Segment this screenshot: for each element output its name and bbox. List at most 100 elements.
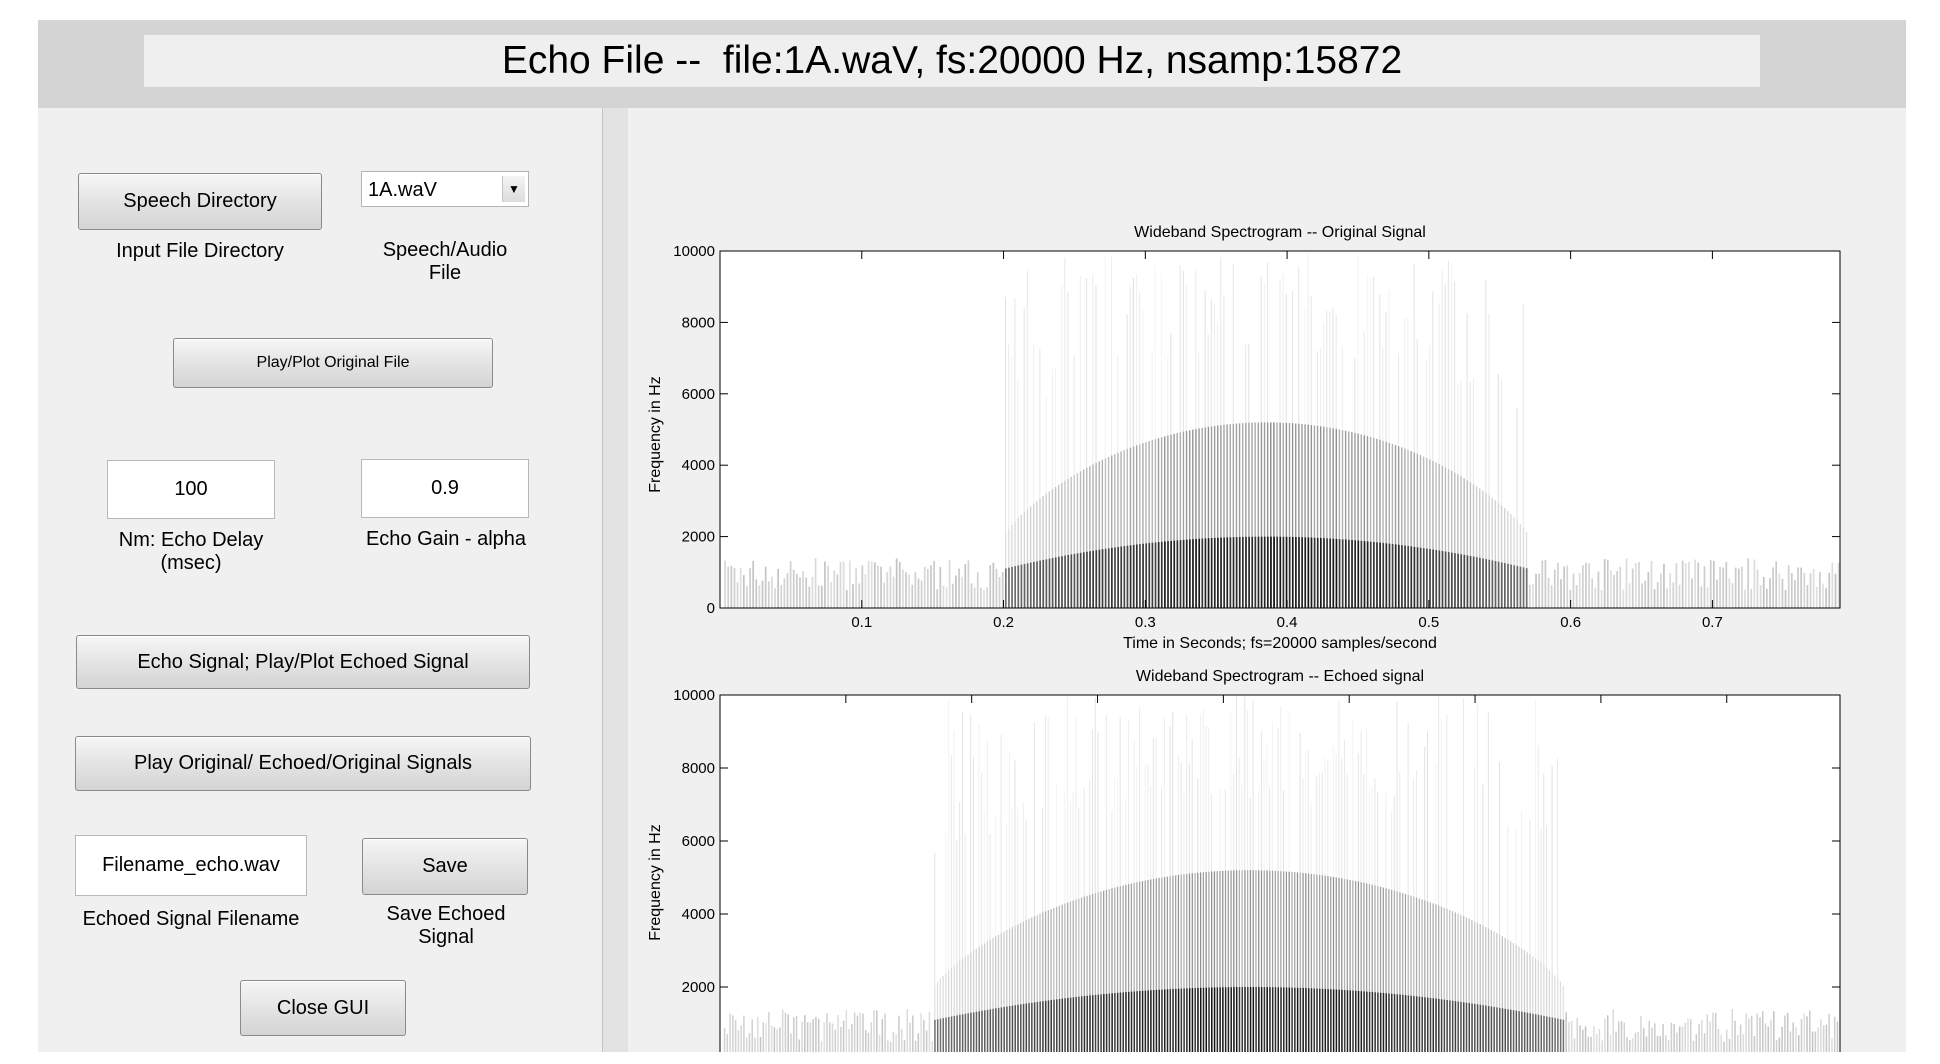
spectrogram-column — [1316, 537, 1319, 608]
spectrogram-column — [1011, 927, 1013, 1006]
echoed-filename-input[interactable] — [75, 835, 307, 896]
spectrogram-column — [1335, 314, 1337, 429]
spectrogram-column — [1319, 874, 1321, 989]
spectrogram-column — [1482, 925, 1484, 1006]
spectrogram-column — [1731, 1009, 1734, 1052]
spectrogram-column — [786, 573, 789, 608]
spectrogram-column — [748, 1033, 751, 1052]
spectrogram-column — [1522, 304, 1524, 528]
spectrogram-column — [726, 1034, 729, 1052]
spectrogram-column — [923, 566, 926, 608]
spectrogram-column — [1388, 889, 1390, 994]
spectrogram-column — [1767, 1026, 1770, 1052]
spectrogram-column — [1424, 900, 1426, 998]
spectrogram-column — [1204, 427, 1206, 539]
spectrogram-column — [1307, 253, 1309, 425]
spectrogram-column — [1472, 556, 1475, 608]
spectrogram-column — [1519, 566, 1522, 608]
spectrogram-column — [1332, 989, 1335, 1052]
spectrogram-column — [1139, 990, 1141, 1052]
spectrogram-column — [1216, 987, 1219, 1052]
spectrogram-column — [776, 1029, 778, 1052]
spectrogram-column — [1210, 299, 1212, 427]
spectrogram-column — [1227, 870, 1229, 988]
spectrogram-column — [1069, 901, 1072, 998]
chevron-down-icon[interactable]: ▼ — [502, 176, 525, 202]
spectrogram-column — [1101, 459, 1104, 550]
spectrogram-column — [1033, 916, 1036, 1003]
spectrogram-column — [934, 986, 936, 1020]
spectrogram-column — [1086, 467, 1088, 552]
spectrogram-column — [1288, 536, 1291, 608]
spectrogram-column — [1136, 991, 1138, 1052]
spectrogram-column — [1139, 444, 1141, 545]
spectrogram-column — [992, 938, 994, 1009]
spectrogram-column — [953, 965, 955, 1016]
spectrogram-column — [1204, 538, 1207, 608]
spectrogram-column — [1123, 546, 1126, 608]
spectrogram-column — [1510, 1009, 1512, 1052]
y-tick-label: 8000 — [682, 760, 715, 777]
spectrogram-column — [1053, 907, 1055, 1000]
spectrogram-column — [984, 943, 986, 1011]
spectrogram-column — [1161, 877, 1163, 990]
spectrogram-column — [1429, 997, 1432, 1052]
echo-gain-input[interactable] — [361, 459, 529, 518]
spectrogram-column — [1254, 536, 1257, 608]
spectrogram-column — [972, 950, 975, 1013]
spectrogram-column — [1169, 989, 1172, 1052]
play-plot-original-button[interactable]: Play/Plot Original File — [173, 338, 493, 388]
spectrogram-column — [1575, 585, 1578, 608]
spectrogram-column — [1603, 559, 1606, 608]
spectrogram-column — [1745, 1013, 1747, 1052]
speech-directory-button[interactable]: Speech Directory — [78, 173, 322, 230]
spectrogram-column — [727, 566, 730, 608]
spectrogram-column — [1568, 1021, 1570, 1052]
spectrogram-column — [851, 1024, 853, 1052]
save-button[interactable]: Save — [362, 838, 528, 895]
spectrogram-column — [1232, 264, 1234, 424]
spectrogram-column — [1421, 996, 1423, 1052]
speech-file-select[interactable]: 1A.waV ▼ — [361, 171, 529, 207]
spectrogram-column — [1242, 423, 1244, 537]
spectrogram-column — [1388, 543, 1391, 608]
spectrogram-column — [1073, 553, 1076, 608]
spectrogram-column — [1213, 303, 1216, 426]
spectrogram-column — [967, 560, 970, 608]
spectrogram-column — [1415, 996, 1418, 1052]
spectrogram-column — [1363, 330, 1365, 436]
spectrogram-column — [1544, 560, 1547, 608]
spectrogram-column — [870, 561, 873, 608]
play-signals-button[interactable]: Play Original/ Echoed/Original Signals — [75, 736, 531, 791]
spectrogram-column — [1296, 987, 1299, 1052]
spectrogram-column — [1111, 256, 1113, 456]
spectrogram-column — [1360, 434, 1362, 541]
spectrogram-column — [1111, 547, 1113, 608]
spectrogram-column — [1663, 563, 1665, 608]
spectrogram-column — [1004, 533, 1007, 569]
spectrogram-column — [1720, 1035, 1722, 1052]
spectrogram-column — [1787, 565, 1790, 608]
spectrogram-column — [1014, 1005, 1016, 1052]
spectrogram-column — [839, 561, 842, 608]
close-gui-button[interactable]: Close GUI — [240, 980, 406, 1036]
spectrogram-column — [1273, 536, 1275, 608]
spectrogram-column — [1410, 451, 1412, 547]
spectrogram-column — [1282, 422, 1284, 537]
echo-signal-button[interactable]: Echo Signal; Play/Plot Echoed Signal — [76, 635, 530, 689]
spectrogram-column — [1587, 1036, 1590, 1052]
spectrogram-column — [1213, 425, 1216, 538]
panel-splitter[interactable] — [602, 108, 630, 1052]
spectrogram-column — [1222, 870, 1224, 988]
spectrogram-column — [1462, 916, 1465, 1003]
spectrogram-column — [723, 1028, 726, 1052]
spectrogram-column — [1441, 551, 1444, 608]
spectrogram-column — [823, 1022, 825, 1052]
spectrogram-column — [1476, 704, 1478, 923]
y-tick-label: 6000 — [682, 386, 715, 403]
spectrogram-column — [1582, 1029, 1584, 1052]
spectrogram-column — [1822, 1025, 1825, 1052]
spectrogram-column — [1321, 875, 1324, 989]
echo-delay-input[interactable] — [107, 460, 275, 519]
spectrogram-column — [1366, 726, 1368, 884]
